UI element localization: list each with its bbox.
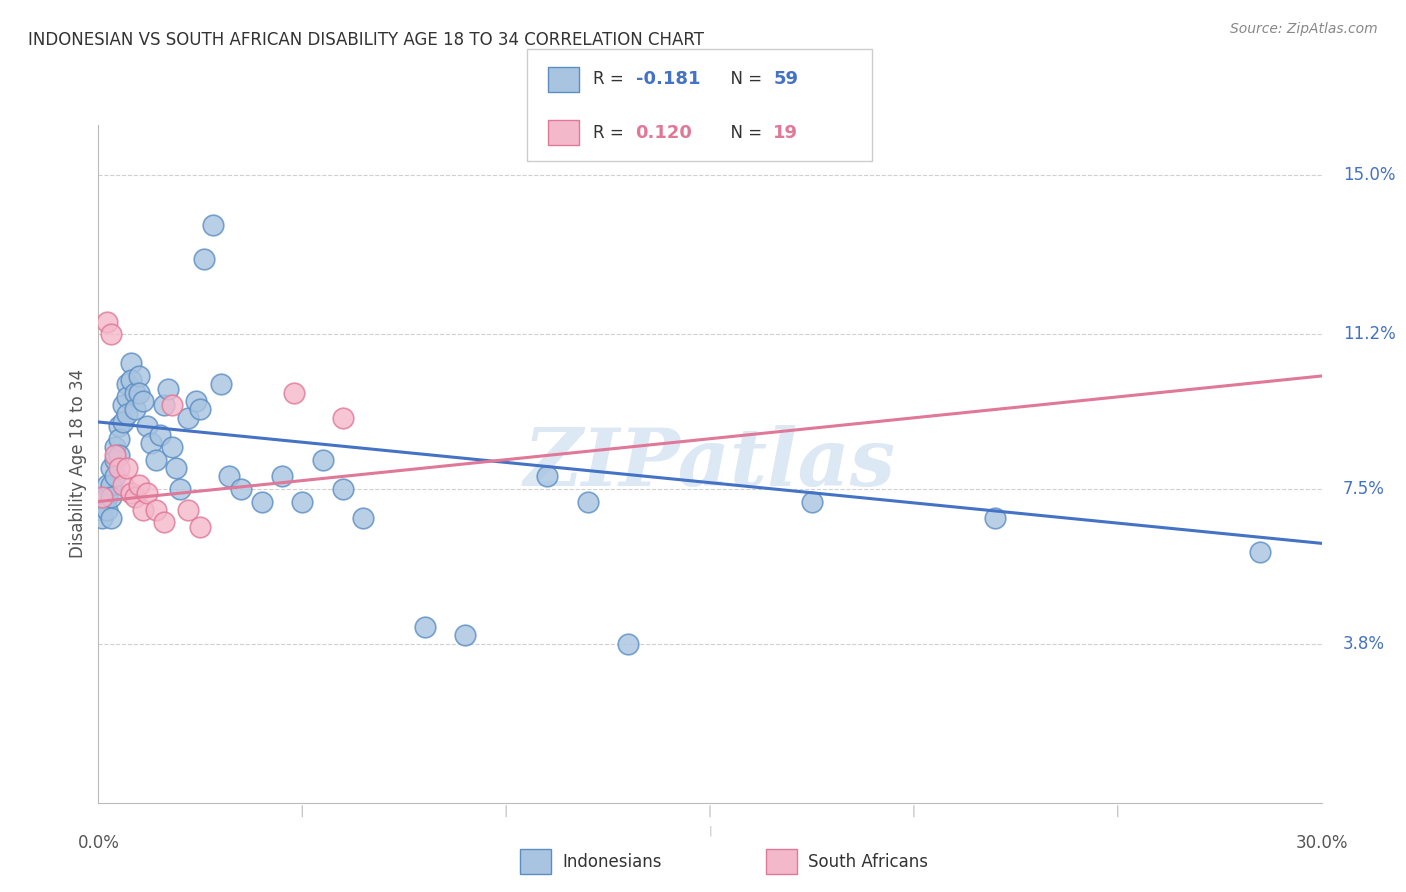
Point <box>141 436 163 450</box>
Point <box>96 314 118 328</box>
Point <box>91 503 114 517</box>
Text: 3.8%: 3.8% <box>1343 635 1385 653</box>
Text: 15.0%: 15.0% <box>1343 166 1395 184</box>
Text: N =: N = <box>720 124 768 142</box>
Point <box>536 469 558 483</box>
Point <box>111 477 134 491</box>
Text: Indonesians: Indonesians <box>562 853 662 871</box>
Point <box>100 511 122 525</box>
Point <box>413 620 436 634</box>
Point <box>128 385 150 400</box>
Point <box>104 469 127 483</box>
Point <box>115 377 138 392</box>
Point <box>111 415 134 429</box>
Point <box>96 477 118 491</box>
Point <box>186 394 208 409</box>
Point <box>801 494 824 508</box>
Point <box>250 494 273 508</box>
Point <box>115 461 138 475</box>
Point <box>1249 545 1271 559</box>
Point <box>169 482 191 496</box>
Text: INDONESIAN VS SOUTH AFRICAN DISABILITY AGE 18 TO 34 CORRELATION CHART: INDONESIAN VS SOUTH AFRICAN DISABILITY A… <box>28 31 704 49</box>
Text: 11.2%: 11.2% <box>1343 325 1396 343</box>
Text: 19: 19 <box>773 124 799 142</box>
Point <box>132 394 155 409</box>
Text: 59: 59 <box>773 70 799 88</box>
Point <box>111 398 134 412</box>
Point <box>120 486 142 500</box>
Point <box>156 382 179 396</box>
Point <box>149 427 172 442</box>
Point <box>160 440 183 454</box>
Point <box>128 477 150 491</box>
Point <box>576 494 599 508</box>
Text: R =: R = <box>593 70 630 88</box>
Point <box>332 410 354 425</box>
Point <box>91 511 114 525</box>
Point <box>100 327 122 342</box>
Point <box>177 503 200 517</box>
Point <box>91 491 114 505</box>
Point <box>188 402 212 417</box>
Point <box>332 482 354 496</box>
Text: R =: R = <box>593 124 630 142</box>
Point <box>165 461 187 475</box>
Point <box>136 419 159 434</box>
Point <box>108 432 131 446</box>
Text: N =: N = <box>720 70 768 88</box>
Text: ZIPatlas: ZIPatlas <box>524 425 896 502</box>
Point <box>91 494 114 508</box>
Point <box>270 469 294 483</box>
Point <box>209 377 232 392</box>
Point <box>291 494 314 508</box>
Point <box>104 440 127 454</box>
Point <box>145 452 167 467</box>
Point <box>96 503 118 517</box>
Text: 0.120: 0.120 <box>636 124 692 142</box>
Point <box>108 419 131 434</box>
Point <box>120 356 142 370</box>
Point <box>136 486 159 500</box>
Point <box>128 368 150 383</box>
Text: 30.0%: 30.0% <box>1295 834 1348 852</box>
Point <box>984 511 1007 525</box>
Point <box>145 503 167 517</box>
Text: Source: ZipAtlas.com: Source: ZipAtlas.com <box>1230 22 1378 37</box>
Point <box>124 385 146 400</box>
Point <box>231 482 253 496</box>
Point <box>201 219 224 233</box>
Y-axis label: Disability Age 18 to 34: Disability Age 18 to 34 <box>69 369 87 558</box>
Point <box>96 491 118 505</box>
Point <box>124 491 146 505</box>
Point <box>352 511 374 525</box>
Point <box>132 503 155 517</box>
Point <box>115 390 138 404</box>
Point <box>120 373 142 387</box>
Point <box>193 252 215 266</box>
Point <box>108 461 131 475</box>
Point <box>100 461 122 475</box>
Text: -0.181: -0.181 <box>636 70 700 88</box>
Text: 0.0%: 0.0% <box>77 834 120 852</box>
Point <box>188 519 212 533</box>
Point <box>160 398 183 412</box>
Point <box>152 398 174 412</box>
Text: |: | <box>709 825 711 836</box>
Text: South Africans: South Africans <box>808 853 928 871</box>
Point <box>104 452 127 467</box>
Point <box>283 385 305 400</box>
Point <box>124 402 146 417</box>
Point <box>218 469 240 483</box>
Point <box>454 628 477 642</box>
Point <box>177 410 200 425</box>
Point <box>115 407 138 421</box>
Point <box>312 452 335 467</box>
Point <box>152 516 174 530</box>
Text: 7.5%: 7.5% <box>1343 480 1385 498</box>
Point <box>100 491 122 505</box>
Point <box>617 637 640 651</box>
Point <box>100 477 122 491</box>
Point <box>104 449 127 463</box>
Point <box>108 449 131 463</box>
